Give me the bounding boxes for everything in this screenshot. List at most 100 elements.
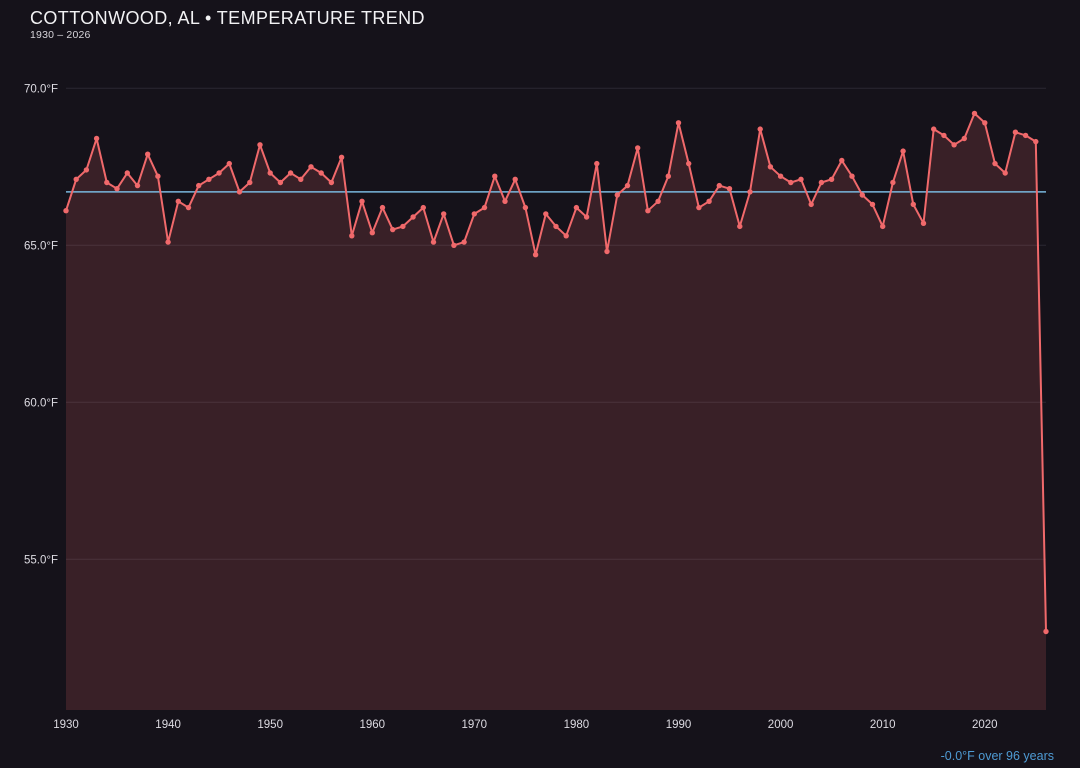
data-point (573, 204, 580, 211)
svg-text:70.0°F: 70.0°F (24, 83, 58, 95)
data-point (716, 182, 722, 189)
data-point (941, 132, 947, 139)
data-point (522, 204, 529, 211)
data-point (267, 170, 273, 176)
svg-text:1980: 1980 (564, 719, 590, 731)
data-point (512, 176, 518, 182)
svg-text:2010: 2010 (870, 719, 896, 731)
data-point (543, 211, 549, 217)
data-point (798, 176, 804, 182)
data-point (961, 135, 967, 142)
data-point (379, 204, 386, 211)
data-point (277, 179, 284, 186)
svg-text:1930: 1930 (53, 719, 79, 731)
data-point (471, 211, 477, 217)
data-point (818, 179, 825, 186)
data-point (604, 248, 610, 255)
data-point (1033, 138, 1039, 145)
data-point (390, 226, 396, 233)
data-point (236, 189, 243, 195)
data-point (83, 167, 90, 173)
data-point (706, 198, 712, 204)
data-point (226, 160, 232, 167)
svg-text:1970: 1970 (462, 719, 488, 731)
data-point (839, 157, 845, 164)
data-point (1022, 132, 1029, 139)
svg-text:60.0°F: 60.0°F (24, 397, 58, 409)
data-point (134, 182, 141, 189)
data-point (757, 126, 763, 132)
data-point (328, 179, 335, 186)
data-point (318, 170, 324, 176)
data-point (1012, 129, 1019, 135)
data-point (828, 176, 835, 182)
data-point (492, 173, 498, 179)
data-point (726, 186, 733, 192)
data-point (788, 179, 794, 186)
data-point (665, 173, 671, 179)
data-point (951, 142, 957, 148)
data-point (420, 204, 426, 211)
data-point (338, 154, 345, 160)
svg-text:65.0°F: 65.0°F (24, 240, 58, 252)
data-point (93, 135, 100, 142)
data-point (400, 223, 406, 230)
data-point (155, 173, 161, 179)
data-point (869, 201, 876, 208)
data-point (185, 204, 192, 211)
data-point (624, 182, 631, 189)
data-point (767, 164, 774, 170)
data-point (287, 170, 294, 176)
chart-subtitle: 1930 – 2026 (30, 29, 91, 41)
svg-text:1990: 1990 (666, 719, 692, 731)
data-point (931, 126, 937, 132)
data-point (308, 164, 314, 170)
data-point (910, 201, 916, 208)
data-point (532, 252, 539, 258)
data-point (145, 151, 151, 157)
data-point (563, 233, 569, 239)
data-point (73, 176, 79, 182)
data-point (686, 160, 692, 167)
x-axis-labels: 1930 1940 1950 1960 1970 1980 1990 2000 2010 2020 (53, 719, 997, 731)
svg-text:2020: 2020 (972, 719, 998, 731)
svg-text:1950: 1950 (257, 719, 283, 731)
data-point (410, 214, 416, 220)
data-point (808, 201, 814, 208)
data-point (502, 198, 508, 204)
data-point (1043, 628, 1049, 635)
data-point (992, 160, 998, 167)
data-point (298, 176, 304, 182)
data-point (196, 182, 202, 189)
data-point (247, 179, 253, 186)
data-point (859, 192, 865, 198)
data-point (63, 208, 69, 214)
data-point (165, 239, 171, 245)
data-point (124, 170, 130, 176)
series-area-fill (66, 113, 1046, 710)
svg-text:2000: 2000 (768, 719, 794, 731)
data-point (655, 198, 661, 204)
data-point (645, 208, 651, 214)
data-point (481, 204, 488, 211)
svg-text:1960: 1960 (360, 719, 386, 731)
data-point (369, 230, 375, 236)
series-points (63, 110, 1049, 635)
svg-text:1940: 1940 (155, 719, 181, 731)
page-title: COTTONWOOD, AL • TEMPERATURE TREND (30, 8, 425, 28)
data-point (900, 148, 906, 154)
data-point (441, 211, 447, 217)
y-axis-labels: 55.0°F 60.0°F 65.0°F 70.0°F (24, 83, 58, 566)
data-point (777, 173, 784, 179)
data-point (216, 170, 222, 176)
data-point (594, 160, 600, 167)
data-point (890, 179, 896, 186)
data-point (359, 198, 365, 204)
data-point (257, 142, 263, 148)
data-point (451, 242, 457, 248)
data-point (553, 223, 559, 230)
svg-text:55.0°F: 55.0°F (24, 554, 58, 566)
data-point (880, 223, 886, 230)
